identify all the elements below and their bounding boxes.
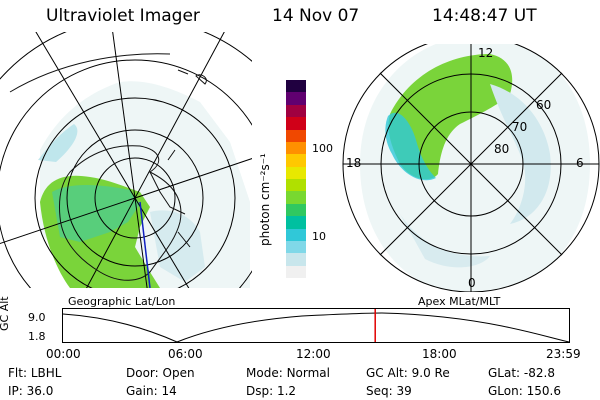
colorbar-segment (286, 240, 306, 254)
colorbar-segment (286, 129, 306, 142)
right-panel-caption: Apex MLat/MLT (418, 295, 501, 308)
timeline-ytick-high: 9.0 (28, 311, 46, 324)
mlat-label-70: 70 (512, 120, 528, 134)
colorbar-segment (286, 253, 306, 266)
colorbar-segment (286, 228, 306, 241)
colorbar-segment (286, 265, 306, 278)
status-glon: GLon: 150.6 (488, 384, 561, 398)
timeline-xtick-0: 00:00 (46, 347, 81, 361)
colorbar-segment (286, 92, 306, 105)
status-flt: Flt: LBHL (8, 366, 62, 380)
colorbar-segment (286, 166, 306, 179)
colorbar-segment (286, 104, 306, 118)
colorbar-segment (286, 154, 306, 167)
timeline-xtick-2: 12:00 (296, 347, 331, 361)
timeline-ytick-low: 1.8 (28, 330, 46, 343)
colorbar-segment (286, 203, 306, 217)
colorbar-segment (286, 216, 306, 229)
timeline-xtick-3: 18:00 (422, 347, 457, 361)
mlt-label-0: 0 (468, 276, 476, 290)
colorbar (286, 80, 306, 278)
colorbar-segment (286, 179, 306, 192)
colorbar-segment (286, 191, 306, 204)
geographic-polar-map (0, 32, 252, 288)
altitude-curve (62, 312, 570, 343)
mlat-label-80: 80 (494, 142, 510, 156)
emission-region (150, 210, 205, 282)
coastline-outline (59, 145, 182, 281)
status-glat: GLat: -82.8 (488, 366, 555, 380)
timeline-axis-label: GC Alt (0, 296, 11, 331)
mlt-label-6: 6 (576, 156, 584, 170)
status-gain: Gain: 14 (126, 384, 177, 398)
colorbar-segment (286, 117, 306, 130)
colorbar-segment (286, 80, 306, 93)
status-ip: IP: 36.0 (8, 384, 54, 398)
status-gc-alt: GC Alt: 9.0 Re (366, 366, 450, 380)
colorbar-label: photon cm⁻²s⁻¹ (258, 153, 272, 246)
colorbar-tick-100: 100 (312, 142, 333, 155)
emission-region (400, 214, 490, 268)
apex-polar-map (342, 44, 600, 292)
app-title: Ultraviolet Imager (46, 6, 200, 26)
status-seq: Seq: 39 (366, 384, 412, 398)
status-dsp: Dsp: 1.2 (246, 384, 297, 398)
mlt-label-18: 18 (346, 156, 362, 170)
status-mode: Mode: Normal (246, 366, 330, 380)
timeline-xtick-1: 06:00 (168, 347, 203, 361)
colorbar-segment (286, 141, 306, 155)
orbit-track (139, 201, 151, 288)
timeline-plot (62, 308, 570, 343)
emission-region (38, 124, 78, 162)
mlat-label-60: 60 (536, 98, 552, 112)
emission-region (490, 84, 551, 224)
time-label: 14:48:47 UT (432, 6, 537, 26)
colorbar-tick-10: 10 (312, 230, 326, 243)
mlt-label-12: 12 (478, 46, 494, 60)
date-label: 14 Nov 07 (272, 6, 360, 26)
timeline-xtick-4: 23:59 (546, 347, 581, 361)
emission-region (385, 112, 436, 181)
status-door: Door: Open (126, 366, 195, 380)
left-panel-caption: Geographic Lat/Lon (68, 295, 176, 308)
